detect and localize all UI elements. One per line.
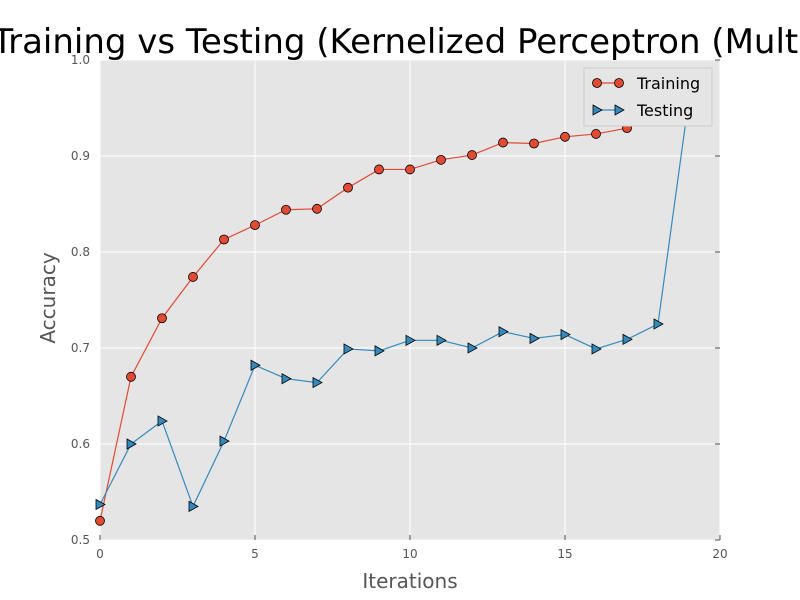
testing-point [281,373,292,385]
testing-point [622,333,633,346]
gridlines [99,59,721,541]
training-point [95,515,105,526]
legend-marker [614,78,624,88]
testing-point [591,343,602,355]
testing-point [343,343,354,355]
y-tick-label: 0.7 [71,341,90,355]
legend-label: Training [636,74,700,93]
training-point [188,272,198,282]
training-point [405,164,415,175]
legend-marker [592,78,602,88]
testing-point [653,318,664,330]
y-tick-label: 0.6 [71,437,90,451]
testing-point [95,498,106,511]
x-axis-label: Iterations [362,569,457,593]
training-point [374,164,384,175]
x-tick-label: 5 [251,547,259,561]
training-point [126,371,136,382]
testing-point [467,342,478,354]
testing-point [219,435,230,447]
testing-point [188,500,199,513]
training-point [250,220,260,231]
testing-point [374,345,385,357]
legend-marker [614,104,625,116]
x-tick-label: 15 [557,547,572,561]
y-axis-label: Accuracy [36,252,60,343]
training-point [529,138,539,149]
series-testing [95,92,695,513]
x-tick-label: 10 [402,547,417,561]
legend-item-training: Training [592,74,700,93]
training-point [157,313,167,324]
x-tick-label: 20 [712,547,727,561]
y-tick-label: 0.5 [71,533,90,547]
x-tick-label: 0 [96,547,104,561]
testing-point [529,332,540,345]
series-training [95,123,632,526]
chart-title: Training vs Testing (Kernelized Perceptr… [0,22,800,62]
training-point [591,129,601,139]
testing-point [436,334,447,346]
training-point [498,137,508,148]
legend: Training Testing [583,67,713,127]
testing-point [250,359,261,371]
testing-point [157,415,168,427]
legend-box [583,67,713,127]
testing-point [312,376,323,389]
series-layer [95,92,695,526]
y-tick-label: 1.0 [71,53,90,67]
training-point [281,204,291,215]
axis-ticks: 0 5 10 15 20 0.5 0.6 0.7 0.8 0.9 1.0 [71,53,728,561]
training-line [99,127,628,521]
legend-marker [592,104,603,116]
legend-label: Testing [636,101,693,120]
y-tick-label: 0.8 [71,245,90,259]
training-point [343,182,353,193]
training-point [560,131,570,142]
testing-point [560,328,571,341]
testing-point [498,326,509,338]
testing-point [126,438,137,450]
testing-line [99,98,690,508]
training-point [436,154,446,165]
training-point [467,150,477,160]
y-tick-label: 0.9 [71,149,90,163]
testing-point [405,334,416,346]
legend-item-testing: Testing [592,101,693,120]
training-point [312,203,322,214]
training-point [219,234,229,245]
